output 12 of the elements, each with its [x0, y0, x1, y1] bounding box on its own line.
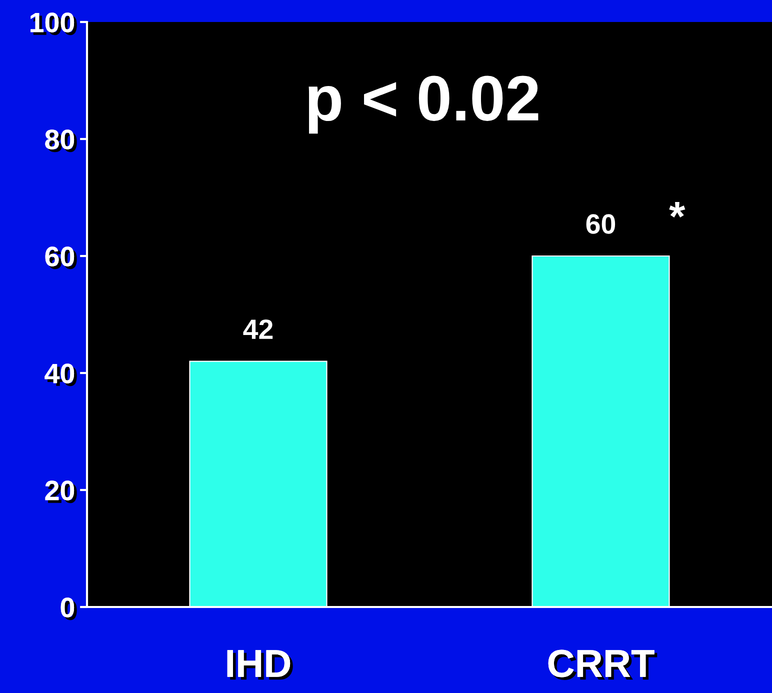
- annotation: *: [669, 202, 686, 218]
- annotation: p < 0.02: [308, 76, 538, 134]
- y-tick-label: 100: [30, 12, 77, 36]
- y-tick-label: 40: [44, 364, 77, 386]
- x-tick-label: IHD: [227, 650, 293, 680]
- y-tick-label: 60: [45, 246, 77, 270]
- y-tick-label: 20: [45, 480, 77, 504]
- data-label: 42: [243, 319, 273, 339]
- data-label: 60: [586, 214, 616, 234]
- x-tick-label: CRRT: [548, 650, 658, 680]
- y-tick-label: 80: [45, 130, 77, 152]
- y-tick-label: 0: [60, 598, 77, 620]
